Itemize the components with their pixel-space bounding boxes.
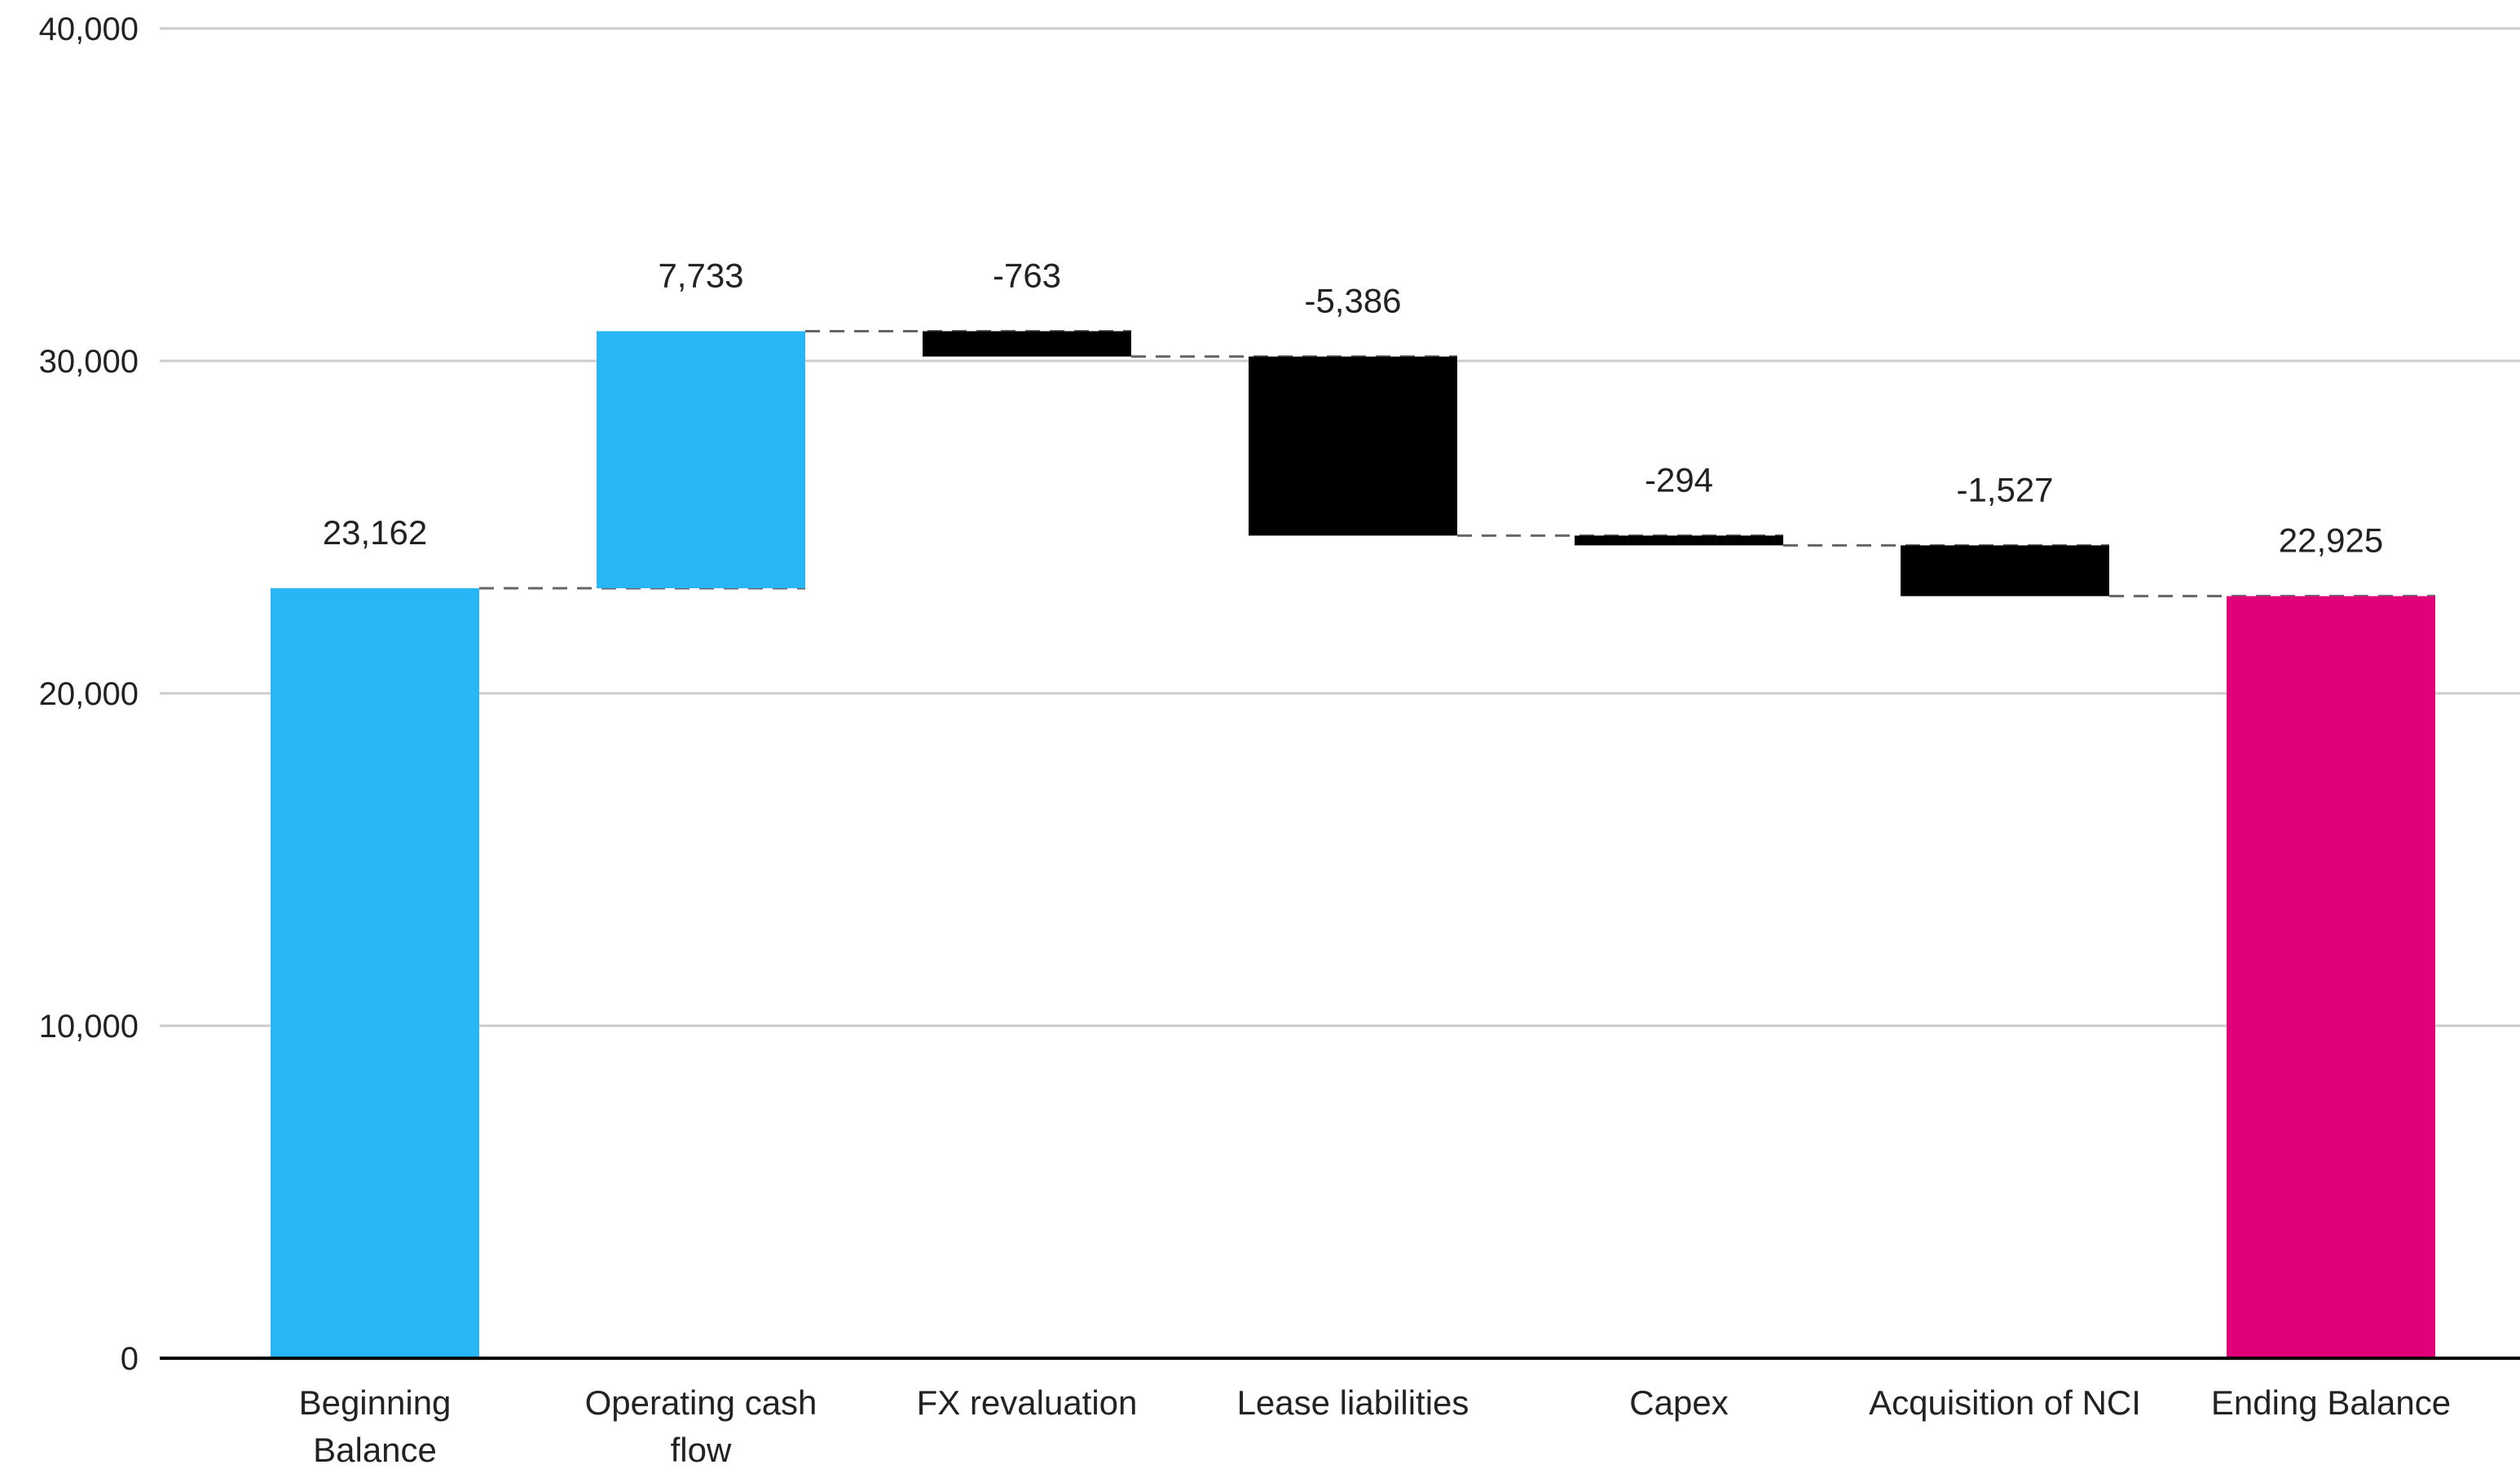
x-category-label-line: Capex bbox=[1629, 1383, 1728, 1422]
category-labels: Beginning Balance Operating cash flow FX rev… bbox=[299, 1383, 2452, 1469]
bar bbox=[1901, 545, 2109, 596]
bar bbox=[1575, 535, 1783, 546]
data-label: 22,925 bbox=[2279, 521, 2383, 560]
x-category-label-line: FX revaluation bbox=[917, 1383, 1138, 1422]
data-labels: 23,162 7,733 -763 -5,386 -294 -1,527 22,925 bbox=[323, 256, 2383, 559]
y-tick-label: 30,000 bbox=[39, 344, 139, 380]
x-category-label: Beginning Balance bbox=[299, 1383, 452, 1469]
y-axis-tick-labels: 0 10,000 20,000 30,000 40,000 bbox=[39, 11, 139, 1377]
x-category-label: Acquisition of NCI bbox=[1869, 1383, 2141, 1422]
bar bbox=[1249, 356, 1457, 536]
data-label: -5,386 bbox=[1304, 282, 1401, 320]
bar bbox=[923, 331, 1131, 357]
data-label: -763 bbox=[993, 256, 1061, 294]
x-category-label: Lease liabilities bbox=[1237, 1383, 1469, 1422]
y-tick-label: 10,000 bbox=[39, 1009, 139, 1045]
x-category-label: FX revaluation bbox=[917, 1383, 1138, 1422]
x-category-label: Operating cash flow bbox=[585, 1383, 817, 1469]
y-tick-label: 0 bbox=[121, 1341, 139, 1377]
x-category-label-line: Beginning bbox=[299, 1383, 452, 1422]
x-category-label-line: Balance bbox=[313, 1431, 437, 1469]
data-label: -1,527 bbox=[1956, 470, 2053, 508]
y-tick-label: 20,000 bbox=[39, 676, 139, 712]
x-category-label-line: flow bbox=[671, 1431, 732, 1469]
bar bbox=[597, 331, 805, 588]
y-tick-label: 40,000 bbox=[39, 11, 139, 47]
x-category-label-line: Ending Balance bbox=[2211, 1383, 2451, 1422]
data-label: 23,162 bbox=[323, 513, 427, 552]
x-category-label: Ending Balance bbox=[2211, 1383, 2451, 1422]
data-label: -294 bbox=[1645, 460, 1713, 499]
bar bbox=[2227, 596, 2435, 1358]
bars bbox=[271, 331, 2435, 1358]
x-category-label-line: Lease liabilities bbox=[1237, 1383, 1469, 1422]
bar bbox=[271, 587, 479, 1358]
data-label: 7,733 bbox=[658, 256, 743, 294]
x-category-label: Capex bbox=[1629, 1383, 1728, 1422]
x-category-label-line: Operating cash bbox=[585, 1383, 817, 1422]
x-category-label-line: Acquisition of NCI bbox=[1869, 1383, 2141, 1422]
